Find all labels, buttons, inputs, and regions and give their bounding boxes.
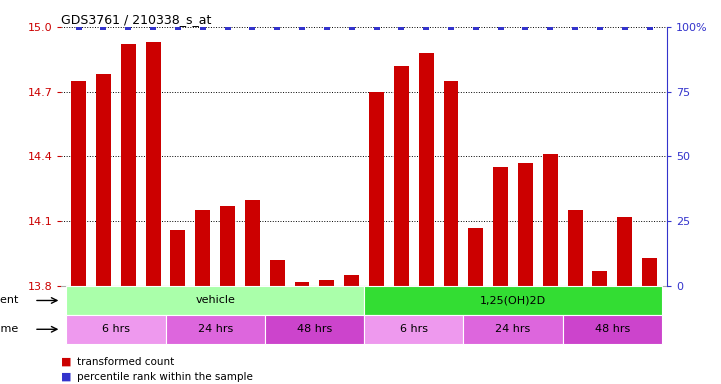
Point [396, 24, 407, 30]
Text: vehicle: vehicle [195, 295, 235, 306]
Bar [220, 206, 235, 286]
Point [619, 24, 630, 30]
Text: ■: ■ [61, 357, 72, 367]
Point [644, 24, 655, 30]
Bar [295, 282, 309, 286]
Point [98, 24, 110, 30]
Bar [166, 315, 265, 344]
Text: 48 hrs: 48 hrs [595, 324, 630, 334]
Text: percentile rank within the sample: percentile rank within the sample [77, 372, 253, 382]
Point [470, 24, 482, 30]
Text: 6 hrs: 6 hrs [102, 324, 130, 334]
Point [222, 24, 234, 30]
Bar [146, 42, 161, 286]
Bar [344, 275, 359, 286]
Point [73, 24, 84, 30]
Bar [562, 315, 662, 344]
Bar [319, 280, 335, 286]
Bar [121, 44, 136, 286]
Point [321, 24, 332, 30]
Bar [543, 154, 558, 286]
Text: transformed count: transformed count [77, 357, 174, 367]
Point [147, 24, 159, 30]
Bar [469, 228, 483, 286]
Point [172, 24, 184, 30]
Text: 48 hrs: 48 hrs [297, 324, 332, 334]
Bar [66, 286, 364, 315]
Bar [567, 210, 583, 286]
Text: 24 hrs: 24 hrs [495, 324, 531, 334]
Bar [642, 258, 657, 286]
Bar [593, 271, 607, 286]
Bar [66, 315, 166, 344]
Text: GDS3761 / 210338_s_at: GDS3761 / 210338_s_at [61, 13, 212, 26]
Bar [195, 210, 211, 286]
Point [544, 24, 556, 30]
Bar [369, 92, 384, 286]
Text: 24 hrs: 24 hrs [198, 324, 233, 334]
Point [520, 24, 531, 30]
Bar [71, 81, 86, 286]
Point [594, 24, 606, 30]
Point [371, 24, 382, 30]
Bar [245, 200, 260, 286]
Bar [170, 230, 185, 286]
Point [296, 24, 308, 30]
Point [570, 24, 581, 30]
Text: time: time [0, 324, 19, 334]
Point [346, 24, 358, 30]
Text: 1,25(OH)2D: 1,25(OH)2D [480, 295, 546, 306]
Bar [464, 315, 562, 344]
Bar [265, 315, 364, 344]
Text: ■: ■ [61, 372, 72, 382]
Bar [96, 74, 111, 286]
Bar [617, 217, 632, 286]
Bar [419, 53, 433, 286]
Bar [364, 315, 464, 344]
Bar [443, 81, 459, 286]
Point [123, 24, 134, 30]
Bar [518, 163, 533, 286]
Point [420, 24, 432, 30]
Bar [394, 66, 409, 286]
Text: agent: agent [0, 295, 19, 306]
Point [495, 24, 506, 30]
Bar [493, 167, 508, 286]
Text: 6 hrs: 6 hrs [399, 324, 428, 334]
Point [247, 24, 258, 30]
Point [197, 24, 208, 30]
Bar [364, 286, 662, 315]
Bar [270, 260, 285, 286]
Point [445, 24, 456, 30]
Point [272, 24, 283, 30]
